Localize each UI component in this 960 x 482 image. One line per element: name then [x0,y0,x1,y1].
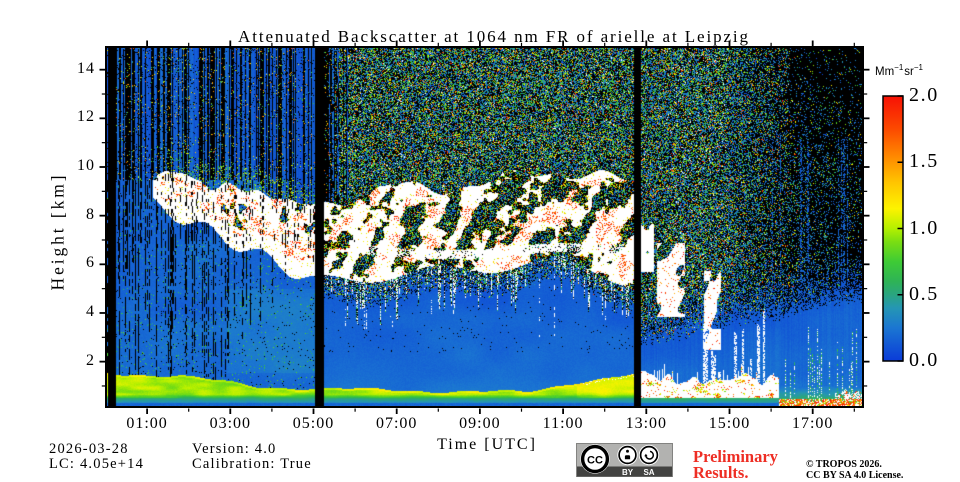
svg-text:SA: SA [643,468,654,477]
svg-text:CC: CC [587,455,603,467]
svg-text:BY: BY [622,468,634,477]
